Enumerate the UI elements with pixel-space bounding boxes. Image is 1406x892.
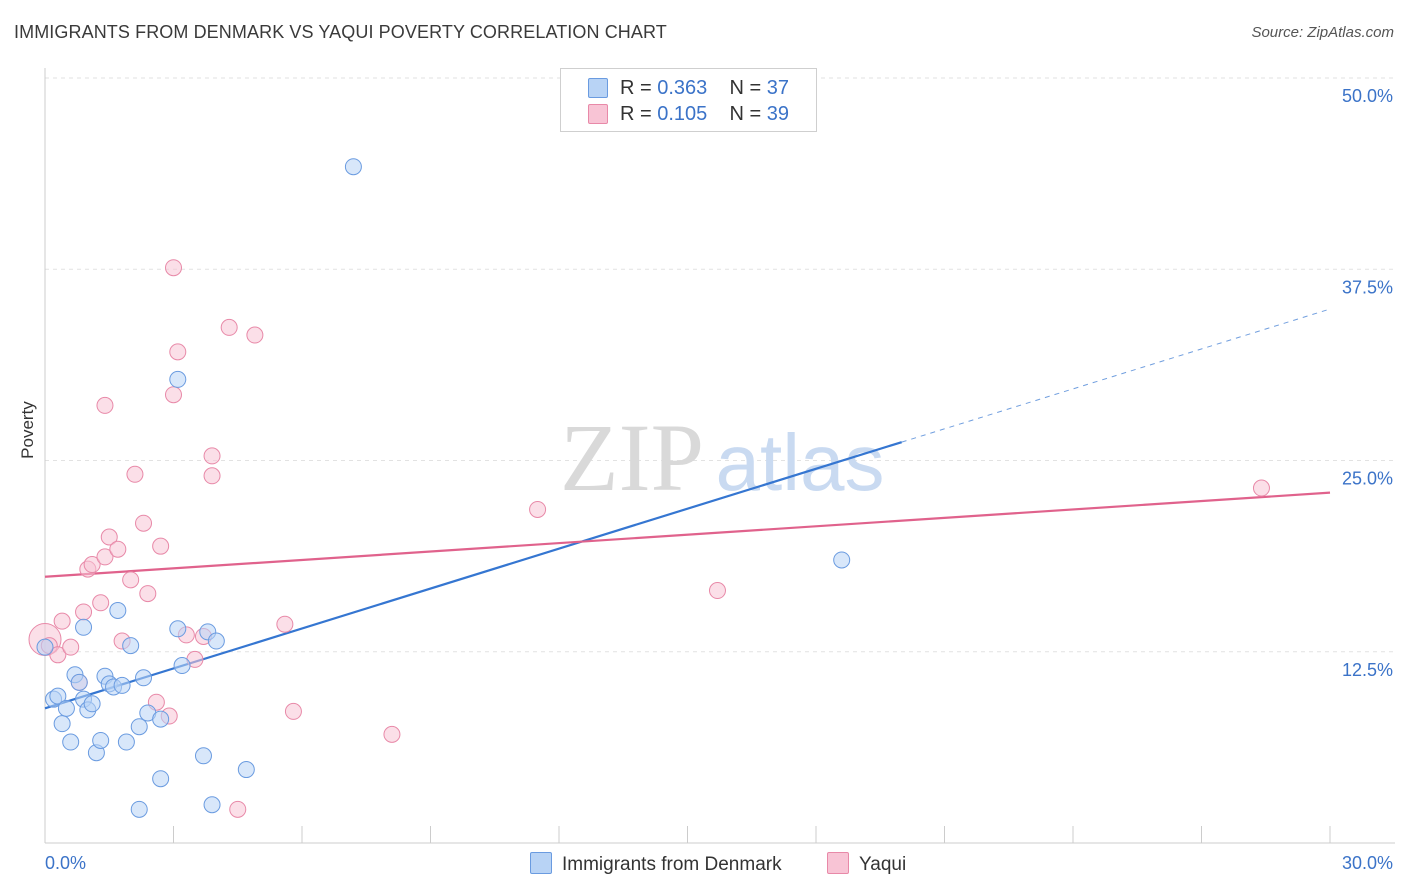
bottom-legend-label-blue: Immigrants from Denmark [562, 854, 782, 875]
point-denmark-2 [49, 687, 67, 705]
legend-r-blue: 0.363 [657, 77, 708, 99]
point-yaqui-35 [383, 725, 401, 743]
point-denmark-18 [113, 676, 131, 694]
point-denmark-36 [833, 551, 851, 569]
point-yaqui-6 [75, 603, 93, 621]
watermark: ZIP atlas [560, 404, 884, 511]
legend-n-pink: 39 [766, 103, 790, 125]
point-yaqui-17 [135, 514, 153, 532]
point-denmark-34 [237, 761, 255, 779]
point-yaqui-15 [122, 571, 140, 589]
point-yaqui-24 [169, 343, 187, 361]
point-yaqui-3 [53, 612, 71, 630]
point-denmark-0 [36, 638, 54, 656]
point-yaqui-13 [109, 540, 127, 558]
point-denmark-27 [169, 370, 187, 388]
trend-line-blue-extension [901, 308, 1331, 443]
source-note: Source: ZipAtlas.com [1251, 24, 1394, 41]
point-yaqui-20 [152, 537, 170, 555]
point-denmark-4 [57, 699, 75, 717]
point-denmark-35 [344, 158, 362, 176]
point-denmark-28 [169, 620, 187, 638]
point-denmark-21 [130, 718, 148, 736]
point-yaqui-37 [708, 582, 726, 600]
point-denmark-9 [75, 618, 93, 636]
y-tick-label-3: 50.0% [1342, 86, 1393, 106]
data-points [28, 158, 1270, 818]
x-tick-label-1: 30.0% [1342, 853, 1393, 873]
point-denmark-30 [194, 747, 212, 765]
point-yaqui-4 [62, 638, 80, 656]
point-yaqui-38 [1252, 479, 1270, 497]
point-denmark-22 [130, 800, 148, 818]
legend-n-blue: 37 [766, 77, 790, 99]
point-yaqui-30 [220, 318, 238, 336]
point-yaqui-28 [203, 447, 221, 465]
point-yaqui-29 [203, 467, 221, 485]
watermark-zip: ZIP [560, 404, 704, 511]
point-yaqui-9 [92, 594, 110, 612]
watermark-atlas: atlas [716, 418, 885, 507]
trend-lines [44, 308, 1331, 710]
bottom-legend-blue: Immigrants from Denmark [530, 852, 782, 876]
bottom-legend-swatch-blue [530, 852, 552, 874]
point-denmark-17 [109, 601, 127, 619]
axes [44, 68, 1395, 844]
point-denmark-7 [70, 673, 88, 691]
point-denmark-23 [135, 669, 153, 687]
point-denmark-26 [152, 770, 170, 788]
legend-swatch-pink [588, 104, 608, 124]
point-denmark-32 [203, 796, 221, 814]
point-denmark-20 [122, 637, 140, 655]
point-yaqui-33 [276, 615, 294, 633]
point-denmark-5 [62, 733, 80, 751]
point-yaqui-18 [139, 585, 157, 603]
point-denmark-11 [83, 695, 101, 713]
grid-lines [45, 77, 1395, 653]
point-yaqui-36 [529, 500, 547, 518]
tick-labels: 12.5% 25.0% 37.5% 50.0% 0.0% 30.0% [45, 86, 1393, 873]
point-yaqui-2 [49, 646, 67, 664]
point-yaqui-31 [229, 800, 247, 818]
point-yaqui-12 [100, 528, 118, 546]
trend-line-blue [44, 441, 902, 710]
trend-line-pink [44, 491, 1331, 578]
point-yaqui-10 [96, 396, 114, 414]
point-denmark-19 [117, 733, 135, 751]
point-yaqui-22 [165, 386, 182, 404]
x-tick-label-0: 0.0% [45, 853, 86, 873]
y-tick-label-1: 25.0% [1342, 469, 1393, 489]
point-denmark-13 [92, 731, 110, 749]
chart-title: IMMIGRANTS FROM DENMARK VS YAQUI POVERTY… [14, 22, 667, 42]
point-denmark-3 [53, 715, 71, 733]
point-denmark-25 [152, 710, 170, 728]
legend-swatch-blue [588, 78, 608, 98]
point-denmark-33 [207, 632, 225, 650]
point-yaqui-34 [284, 702, 302, 720]
point-yaqui-11 [96, 548, 114, 566]
point-denmark-29 [173, 657, 191, 675]
point-yaqui-23 [165, 259, 182, 277]
point-yaqui-16 [126, 465, 144, 483]
bottom-legend-swatch-pink [827, 852, 849, 874]
legend-box: R = 0.363 N = 37 R = 0.105 N = 39 [560, 68, 817, 132]
point-yaqui-8 [83, 556, 101, 574]
bottom-legend-pink: Yaqui [827, 852, 906, 876]
point-yaqui-32 [246, 326, 264, 344]
bottom-legend-label-pink: Yaqui [859, 854, 907, 875]
y-tick-label-2: 37.5% [1342, 277, 1393, 297]
y-tick-label-0: 12.5% [1342, 660, 1393, 680]
legend-r-pink: 0.105 [657, 103, 708, 125]
